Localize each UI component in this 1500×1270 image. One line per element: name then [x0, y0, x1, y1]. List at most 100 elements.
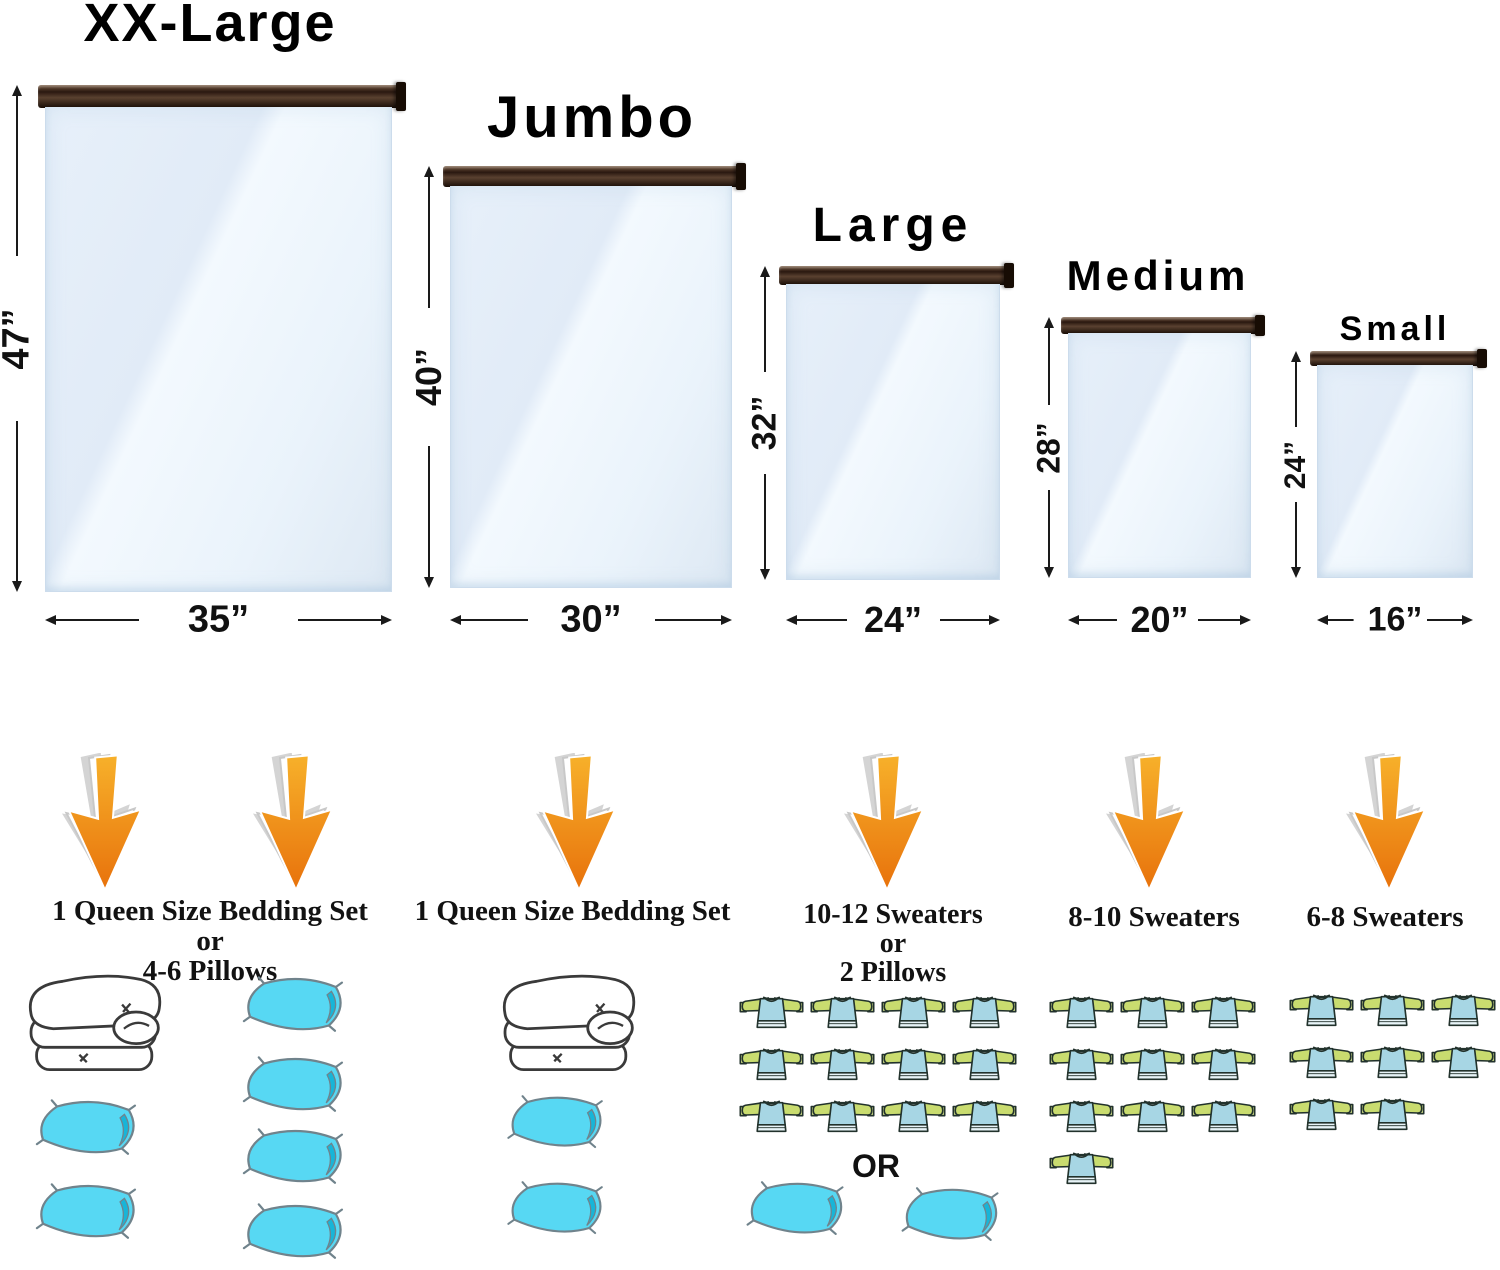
zipper-bar: [38, 81, 406, 112]
width-label: 16”: [1353, 600, 1437, 640]
sweater-grid-small: [1286, 986, 1500, 1142]
arrow-right-icon: [381, 615, 392, 625]
bag-small: [1310, 348, 1487, 578]
sweater-icon: [1431, 1046, 1496, 1079]
bag-title-large: Large: [812, 199, 974, 252]
sweater-icon: [952, 996, 1017, 1029]
height-dimension-xx-large: 47”: [0, 85, 39, 592]
capacity-label-jumbo: 1 Queen Size Bedding Set: [414, 895, 731, 927]
bag-title-small: Small: [1339, 310, 1451, 348]
down-arrow-icon: [534, 753, 616, 890]
height-label: 47”: [0, 299, 39, 378]
width-label: 20”: [1116, 599, 1203, 641]
arrow-up-icon: [12, 85, 22, 96]
sweater-icon: [1049, 1048, 1114, 1081]
sweater-icon: [1289, 1046, 1354, 1079]
down-arrow-icon: [60, 753, 142, 890]
arrow-down-icon: [1044, 567, 1054, 578]
width-dimension-jumbo: 30”: [450, 598, 732, 642]
or-divider: OR: [852, 1148, 900, 1184]
bag-jumbo: [443, 163, 746, 588]
sweater-icon: [1289, 994, 1354, 1027]
sweater-icon: [1049, 1152, 1114, 1185]
sweater-icon: [810, 996, 875, 1029]
arrow-left-icon: [1068, 615, 1079, 625]
width-dimension-small: 16”: [1317, 598, 1473, 642]
sweater-icon: [1120, 996, 1185, 1029]
bag-body: [1317, 365, 1473, 578]
height-label: 32”: [745, 387, 785, 459]
arrow-down-icon: [424, 577, 434, 588]
bag-body: [1068, 333, 1251, 578]
arrow-down-icon: [760, 569, 770, 580]
capacity-label-large: 10-12 Sweaters or 2 Pillows: [803, 899, 983, 988]
sweater-icon: [739, 1100, 804, 1133]
sweater-icon: [1360, 994, 1425, 1027]
down-arrow-icon: [1344, 753, 1426, 890]
sweater-icon: [1360, 1098, 1425, 1131]
bag-title-xx-large: XX-Large: [83, 0, 337, 53]
sweater-icon: [1049, 996, 1114, 1029]
sweater-icon: [1360, 1046, 1425, 1079]
sweater-icon: [881, 1048, 946, 1081]
arrow-left-icon: [1317, 615, 1328, 625]
pillow-icon: [242, 976, 344, 1032]
width-dimension-xx-large: 35”: [45, 598, 392, 642]
zipper-bar: [1061, 314, 1265, 337]
pillow-icon: [35, 1099, 137, 1155]
zipper-bar: [779, 263, 1014, 288]
sweater-icon: [952, 1048, 1017, 1081]
height-dimension-large: 32”: [745, 266, 785, 580]
sweater-icon: [1120, 1100, 1185, 1133]
capacity-label-small: 6-8 Sweaters: [1306, 901, 1464, 933]
bag-body: [786, 284, 1000, 580]
width-label: 24”: [849, 599, 937, 641]
arrow-up-icon: [424, 166, 434, 177]
sweater-icon: [739, 996, 804, 1029]
sweater-icon: [1191, 1048, 1256, 1081]
pillow-icon: [242, 1056, 344, 1112]
down-arrow-icon: [251, 753, 333, 890]
arrow-right-icon: [989, 615, 1000, 625]
bag-body: [45, 107, 392, 592]
zipper-bar: [443, 163, 746, 190]
comforter-icon: [28, 974, 162, 1072]
pillow-icon: [507, 1095, 603, 1149]
arrow-left-icon: [45, 615, 56, 625]
arrow-up-icon: [1044, 317, 1054, 328]
sweater-icon: [881, 1100, 946, 1133]
sweater-icon: [952, 1100, 1017, 1133]
width-label: 30”: [546, 598, 636, 642]
bag-large: [779, 263, 1014, 580]
bag-xx-large: [38, 81, 406, 592]
down-arrow-icon: [842, 753, 924, 890]
height-dimension-medium: 28”: [1030, 317, 1068, 578]
height-dimension-jumbo: 40”: [408, 166, 450, 588]
capacity-label-xx-large: 1 Queen Size Bedding Set or 4-6 Pillows: [52, 895, 368, 987]
comforter-icon: [502, 974, 636, 1072]
sweater-icon: [1431, 994, 1496, 1027]
arrow-down-icon: [1291, 567, 1301, 578]
arrow-right-icon: [721, 615, 732, 625]
sweater-icon: [810, 1100, 875, 1133]
down-arrow-icon: [1104, 753, 1186, 890]
capacity-label-medium: 8-10 Sweaters: [1068, 901, 1240, 933]
sweater-icon: [739, 1048, 804, 1081]
sweater-grid-large: [736, 988, 1024, 1144]
pillow-icon: [35, 1183, 137, 1239]
sweater-icon: [1120, 1048, 1185, 1081]
sweater-icon: [1191, 996, 1256, 1029]
width-dimension-large: 24”: [786, 598, 1000, 642]
arrow-up-icon: [1291, 351, 1301, 362]
height-label: 40”: [408, 339, 450, 415]
sweater-icon: [881, 996, 946, 1029]
arrow-down-icon: [12, 581, 22, 592]
width-label: 35”: [173, 598, 264, 642]
pillow-icon: [507, 1181, 603, 1235]
pillow-icon: [746, 1181, 844, 1235]
pillow-icon: [242, 1128, 344, 1184]
height-label: 24”: [1279, 432, 1313, 497]
pillow-icon: [901, 1187, 999, 1241]
bag-title-medium: Medium: [1066, 252, 1250, 299]
